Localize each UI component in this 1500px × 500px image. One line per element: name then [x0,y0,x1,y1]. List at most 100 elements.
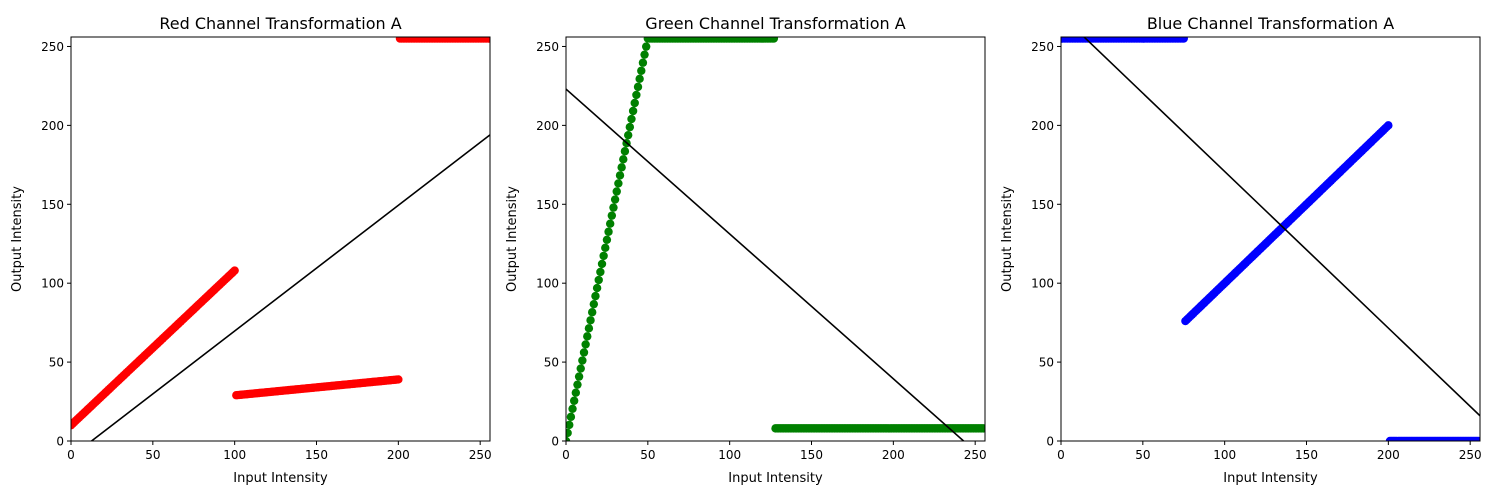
data-point [640,50,649,59]
x-tick-label: 100 [223,448,246,462]
y-tick-label: 250 [536,40,559,54]
data-point [624,130,633,140]
y-tick-label: 200 [1031,119,1054,133]
y-tick-label: 150 [1031,198,1054,212]
data-point [605,219,615,228]
y-tick-label: 200 [41,119,64,133]
fit-line [90,134,490,441]
x-axis-label: Input Intensity [1223,471,1318,486]
axes-frame [1060,36,1481,442]
x-tick-label: 0 [1057,448,1065,462]
data-point [620,147,630,156]
data-point [614,179,623,188]
y-tick-label: 100 [41,277,64,291]
subplot-3: 0 50 100 150 200 250 0 50 100 150 200 250 Blue Chann… [1000,14,1482,486]
data-point [599,251,608,261]
x-tick-label: 250 [1459,448,1482,462]
data-point [632,90,641,100]
data-point [581,340,590,349]
data-point [633,82,643,92]
plot-area [71,37,490,441]
scatter-segment-1 [566,37,653,441]
data-point [576,364,585,373]
data-point [1474,436,1480,441]
data-point [583,332,592,341]
x-tick-label: 200 [1377,448,1400,462]
data-point [569,396,579,405]
data-point [596,267,605,277]
data-point [602,235,612,244]
y-tick-label: 100 [1031,277,1054,291]
data-point [587,308,597,317]
data-point [574,372,584,381]
x-tick-label: 50 [1135,448,1150,462]
y-tick-label: 0 [551,435,559,449]
y-tick-label: 50 [49,356,64,370]
data-point [1384,121,1393,130]
y-axis-label: Output Intensity [1000,186,1015,292]
scatter-segment-3 [395,37,490,43]
fit-line [1082,37,1480,417]
data-point [617,163,626,172]
data-point [619,155,628,164]
y-tick-label: 250 [1031,40,1054,54]
data-point [230,266,239,275]
data-point [635,74,644,84]
x-tick-label: 50 [145,448,160,462]
data-point [586,316,595,325]
y-tick-label: 0 [1046,435,1054,449]
subplot-1: 0 50 100 150 200 250 0 50 100 150 200 250 Red Channe… [10,14,492,486]
scatter-segment-3 [1385,436,1480,441]
data-point [1179,37,1188,43]
y-axis-label: Output Intensity [10,186,25,292]
x-tick-label: 200 [387,448,410,462]
x-tick-label: 250 [964,448,987,462]
scatter-segment-2 [645,37,779,43]
data-point [612,187,621,196]
y-axis-label: Output Intensity [505,186,520,292]
data-point [566,428,572,438]
data-point [579,348,589,357]
x-tick-label: 100 [718,448,741,462]
data-point [628,106,638,116]
scatter-segment-2 [1181,121,1393,326]
y-tick-label: 50 [544,356,559,370]
data-point [630,98,639,108]
data-point [568,404,577,414]
data-point [637,66,646,75]
x-tick-label: 0 [67,448,75,462]
chart-title: Blue Channel Transformation A [1147,14,1394,33]
plot-content [71,37,490,441]
data-point [566,420,574,430]
y-tick-label: 100 [536,277,559,291]
x-tick-label: 150 [800,448,823,462]
data-point [615,171,625,180]
fit-line [566,88,965,441]
x-tick-label: 200 [882,448,905,462]
data-point [604,227,613,236]
data-point [625,122,635,132]
scatter-segment-1 [1061,37,1188,43]
subplot-2: 0 50 100 150 200 250 0 50 100 150 200 250 Green Chan… [505,14,987,486]
x-tick-label: 250 [469,448,492,462]
data-point [638,58,648,67]
data-point [394,375,403,384]
x-axis-label: Input Intensity [233,471,328,486]
y-tick-label: 250 [41,40,64,54]
data-point [571,388,581,397]
y-tick-label: 150 [536,198,559,212]
data-point [607,211,617,220]
data-point [597,259,607,269]
data-point [591,291,600,301]
axes-frame [565,36,986,442]
data-point [584,324,594,333]
x-tick-label: 100 [1213,448,1236,462]
data-point [566,412,576,422]
y-tick-label: 200 [536,119,559,133]
x-tick-label: 50 [640,448,655,462]
data-point [601,243,610,253]
data-point [592,283,602,293]
x-tick-label: 150 [1295,448,1318,462]
data-point [578,356,587,365]
x-tick-label: 150 [305,448,328,462]
